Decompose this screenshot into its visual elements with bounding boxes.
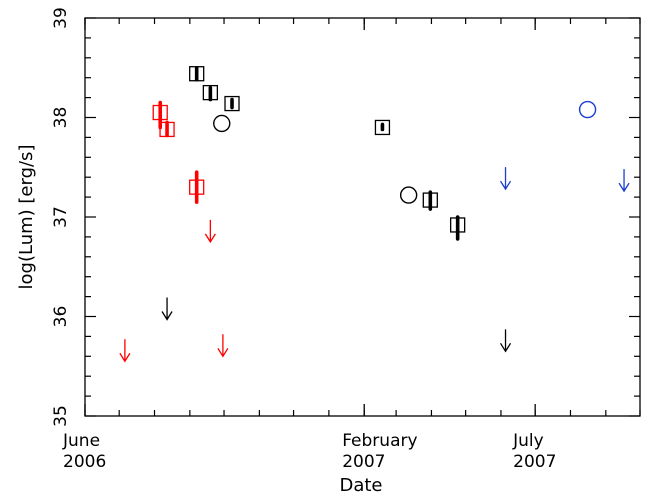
y-tick-label: 36 (51, 306, 71, 328)
upper-limit-arrow (499, 167, 512, 191)
upper-limit-arrow (204, 219, 216, 244)
x-tick-label: 2007 (342, 452, 385, 472)
upper-limit-arrow (618, 169, 630, 193)
y-tick-label: 38 (51, 107, 71, 129)
data-point-square (374, 119, 391, 136)
data-point-square (224, 95, 240, 112)
y-tick-label: 39 (51, 7, 71, 29)
chart-marks (119, 65, 630, 363)
y-tick-label: 37 (51, 206, 71, 228)
y-axis-label: log(Lum) [erg/s] (16, 145, 37, 290)
x-tick-label: June (62, 431, 100, 451)
data-point-circle (213, 114, 231, 133)
x-tick-label: 2007 (513, 452, 556, 472)
upper-limit-arrow (217, 334, 229, 358)
upper-limit-arrow (499, 329, 512, 353)
x-tick-label: February (342, 431, 417, 451)
x-tick-label: 2006 (63, 452, 106, 472)
x-axis-label: Date (339, 475, 382, 496)
y-tick-label: 35 (51, 405, 71, 427)
upper-limit-arrow (161, 297, 173, 321)
x-tick-label: July (512, 431, 544, 451)
plot-area-frame (84, 17, 641, 417)
data-point-circle (578, 100, 597, 119)
data-point-circle (399, 186, 418, 204)
upper-limit-arrow (119, 339, 131, 363)
